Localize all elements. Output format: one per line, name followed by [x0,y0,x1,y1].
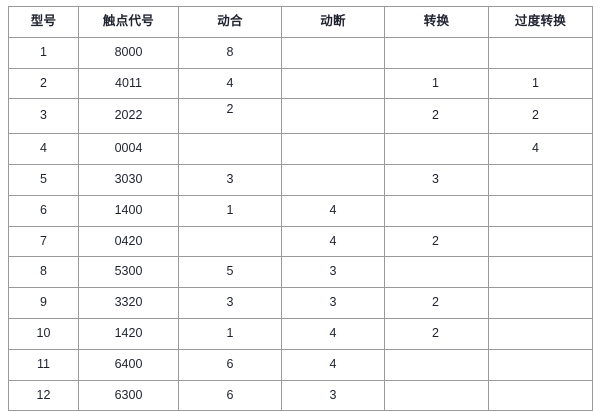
table-row: 2 4011 4 1 1 [8,67,593,100]
cell-code: 0420 [78,225,179,258]
table-row: 3 2022 2 2 2 [8,98,593,135]
cell-nc [281,163,385,196]
cell-eco [488,256,593,289]
cell-eco: 4 [488,133,593,165]
cell-code: 0004 [78,133,179,165]
cell-eco: 2 [488,98,593,135]
cell-no: 5 [178,256,282,289]
cell-code: 2022 [78,98,179,135]
cell-co: 3 [384,163,489,196]
cell-code: 4011 [78,67,179,100]
contact-code-table-container: 型号 触点代号 动合 动断 转换 过度转换 1 8000 8 2 4011 4 1 1 3 202… [8,6,593,411]
cell-co: 2 [384,225,489,258]
cell-code: 3320 [78,287,179,319]
cell-nc: 4 [281,194,385,227]
table-row: 7 0420 4 2 [8,225,593,258]
cell-no: 1 [178,317,282,350]
cell-co [384,379,489,411]
cell-eco [488,379,593,411]
cell-model: 6 [8,194,79,227]
cell-code: 8000 [78,36,179,69]
cell-code: 6400 [78,348,179,381]
column-header-contact-code: 触点代号 [78,6,179,38]
cell-nc: 4 [281,317,385,350]
cell-no: 8 [178,36,282,69]
cell-eco [488,348,593,381]
cell-nc: 4 [281,225,385,258]
cell-model: 10 [8,317,79,350]
cell-model: 12 [8,379,79,411]
cell-co [384,133,489,165]
cell-no: 4 [178,67,282,100]
table-row: 5 3030 3 3 [8,163,593,196]
table-row: 11 6400 6 4 [8,348,593,381]
cell-nc: 4 [281,348,385,381]
cell-co: 1 [384,67,489,100]
table-row: 9 3320 3 3 2 [8,287,593,319]
cell-eco: 1 [488,67,593,100]
cell-no [178,225,282,258]
cell-nc [281,133,385,165]
cell-model: 3 [8,98,79,135]
cell-no: 3 [178,163,282,196]
cell-no: 1 [178,194,282,227]
cell-eco [488,36,593,69]
column-header-normally-closed: 动断 [281,6,385,38]
cell-model: 7 [8,225,79,258]
column-header-transitional-changeover: 过度转换 [488,6,593,38]
cell-model: 1 [8,36,79,69]
cell-co: 2 [384,287,489,319]
table-row: 6 1400 1 4 [8,194,593,227]
cell-code: 1400 [78,194,179,227]
table-header-row: 型号 触点代号 动合 动断 转换 过度转换 [8,6,593,38]
cell-nc [281,36,385,69]
table-row: 4 0004 4 [8,133,593,165]
cell-co [384,36,489,69]
cell-no: 3 [178,287,282,319]
cell-co [384,256,489,289]
cell-eco [488,317,593,350]
table-body: 1 8000 8 2 4011 4 1 1 3 2022 2 2 2 4 0004 4 5 3030 3 3 6 1400… [8,36,593,411]
cell-no: 2 [178,98,282,135]
table-row: 10 1420 1 4 2 [8,317,593,350]
cell-model: 9 [8,287,79,319]
table-header: 型号 触点代号 动合 动断 转换 过度转换 [8,6,593,38]
cell-co: 2 [384,98,489,135]
cell-code: 6300 [78,379,179,411]
cell-nc: 3 [281,256,385,289]
cell-model: 8 [8,256,79,289]
cell-eco [488,163,593,196]
table-row: 8 5300 5 3 [8,256,593,289]
cell-code: 3030 [78,163,179,196]
cell-nc [281,67,385,100]
table-row: 12 6300 6 3 [8,379,593,411]
contact-code-table: 型号 触点代号 动合 动断 转换 过度转换 1 8000 8 2 4011 4 1 1 3 202… [8,6,593,411]
cell-nc: 3 [281,287,385,319]
column-header-changeover: 转换 [384,6,489,38]
cell-nc [281,98,385,135]
cell-code: 5300 [78,256,179,289]
cell-model: 11 [8,348,79,381]
cell-model: 4 [8,133,79,165]
cell-model: 5 [8,163,79,196]
cell-no: 6 [178,348,282,381]
column-header-model: 型号 [8,6,79,38]
column-header-normally-open: 动合 [178,6,282,38]
cell-no [178,133,282,165]
cell-co [384,194,489,227]
cell-eco [488,225,593,258]
cell-model: 2 [8,67,79,100]
cell-nc: 3 [281,379,385,411]
cell-eco [488,194,593,227]
table-row: 1 8000 8 [8,36,593,69]
cell-code: 1420 [78,317,179,350]
cell-co [384,348,489,381]
cell-eco [488,287,593,319]
cell-co: 2 [384,317,489,350]
cell-no: 6 [178,379,282,411]
